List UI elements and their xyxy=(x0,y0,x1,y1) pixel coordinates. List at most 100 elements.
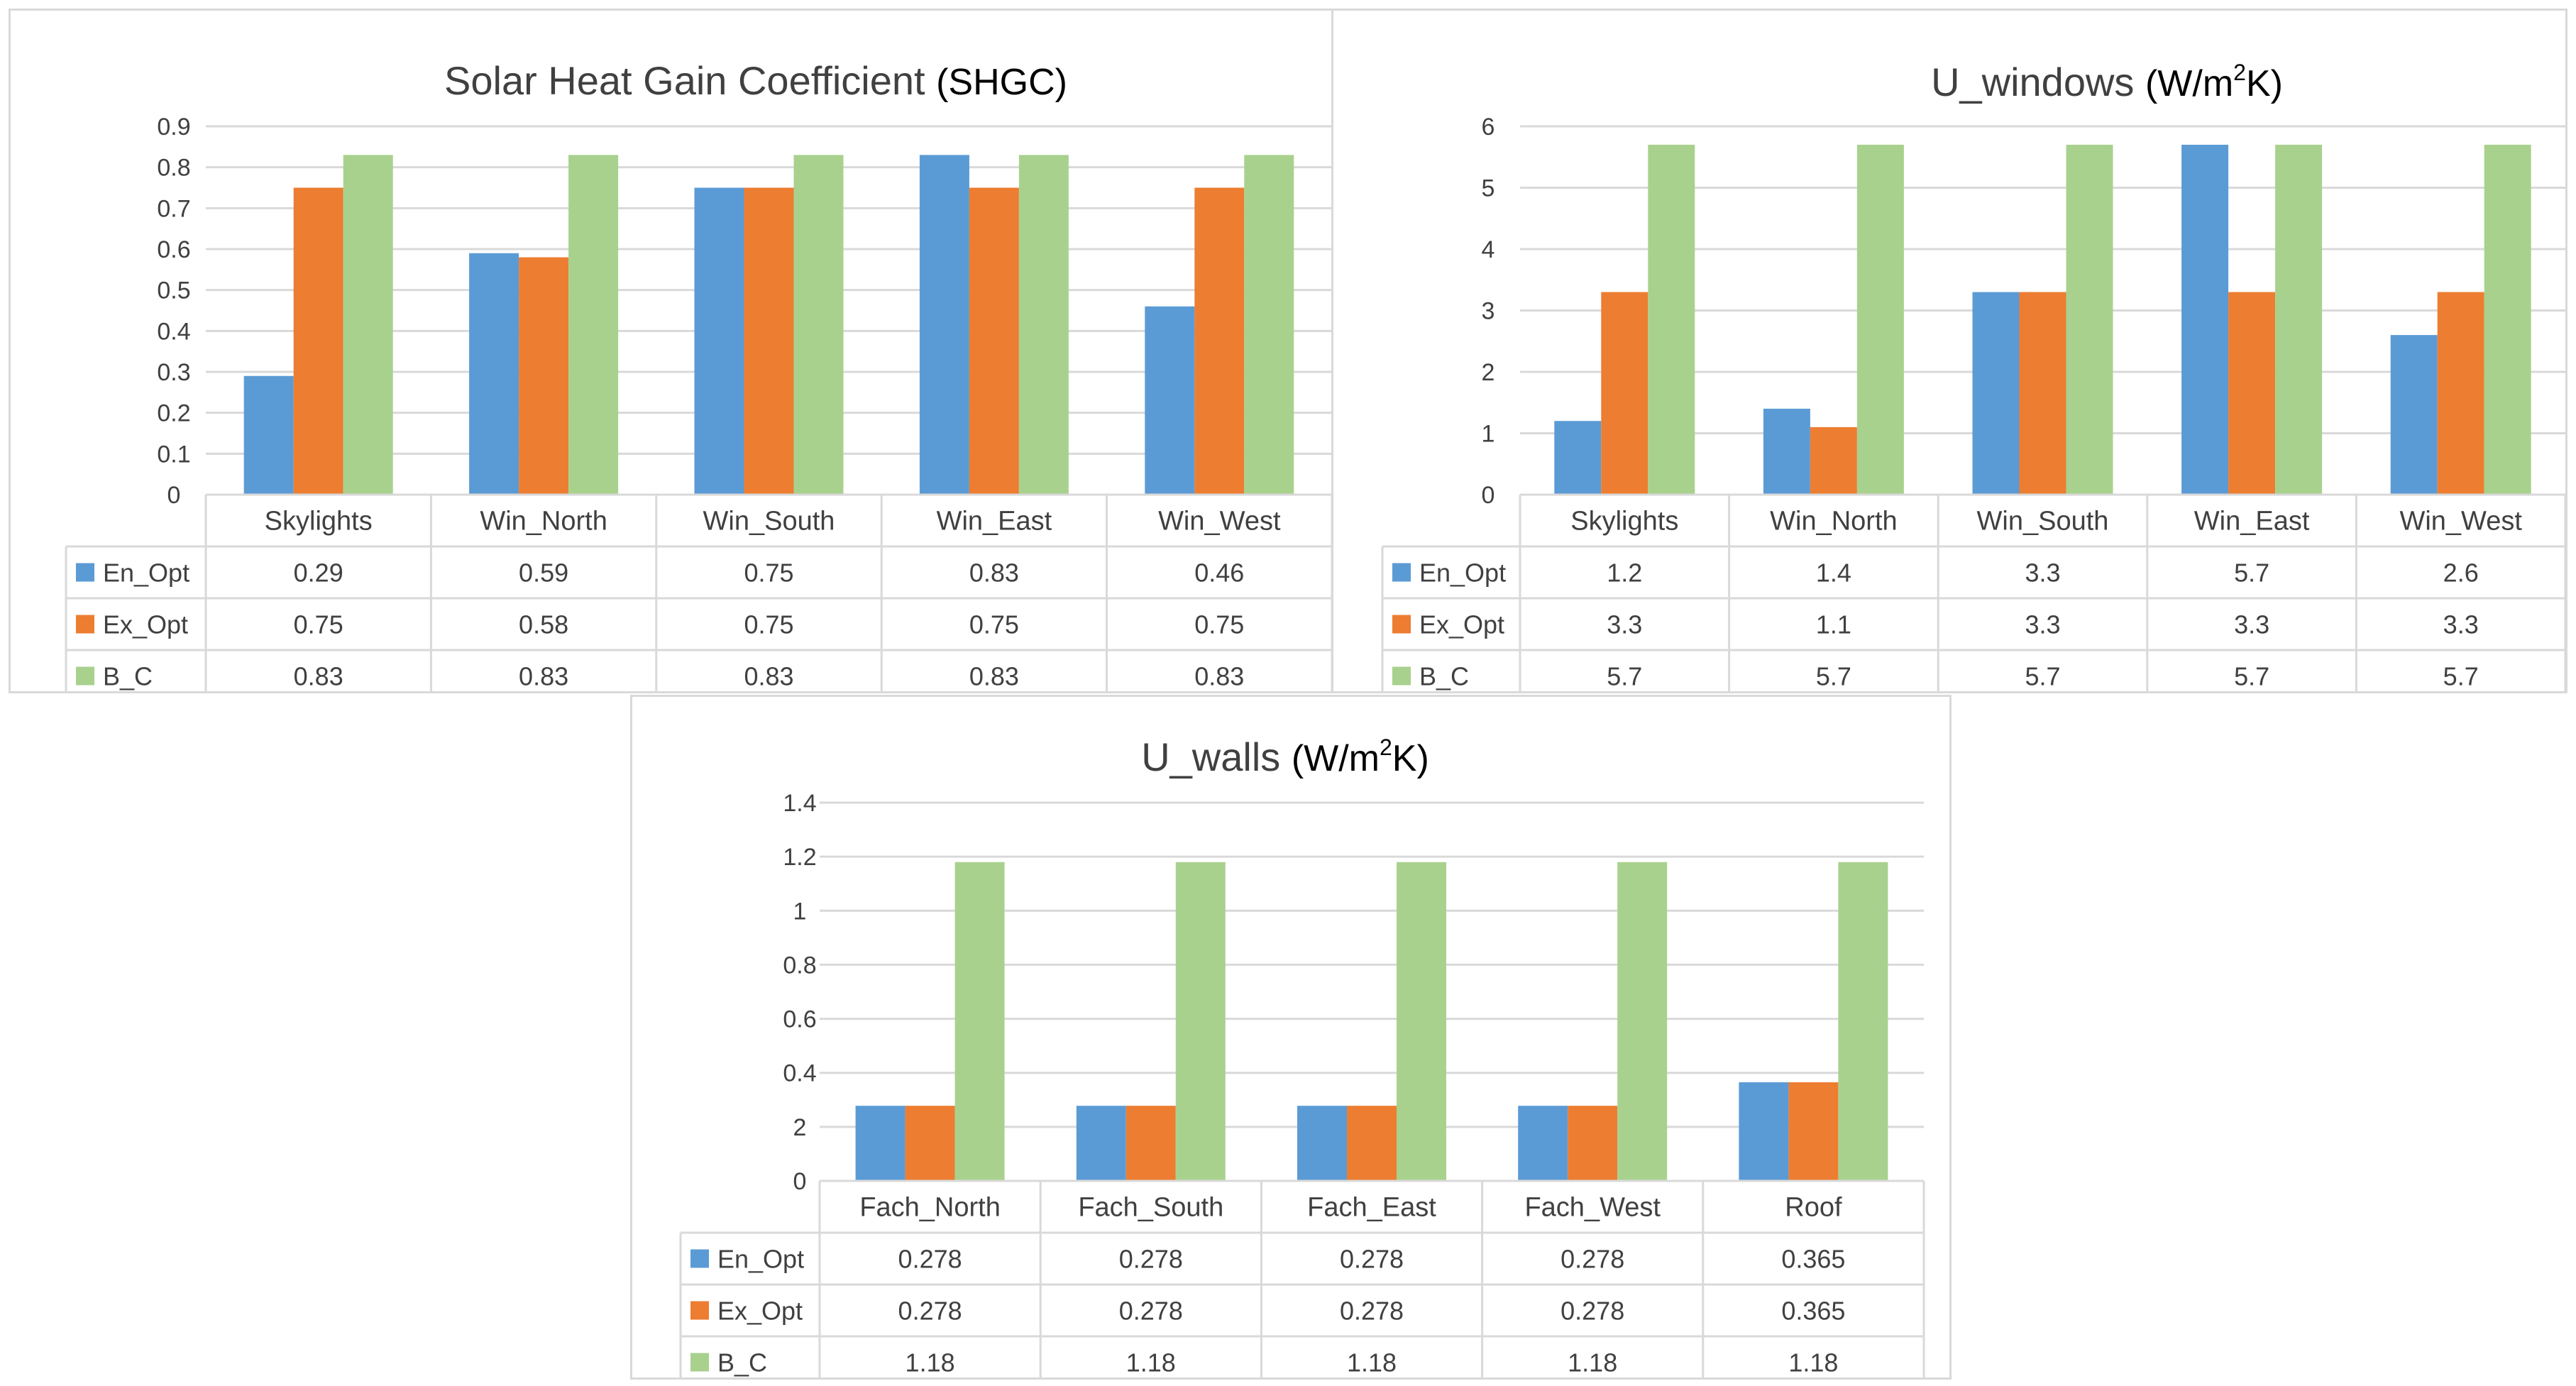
bar-ex-opt xyxy=(2019,292,2066,495)
legend-label: B_C xyxy=(103,662,153,691)
y-tick-label: 5 xyxy=(1482,175,1495,202)
chart-title-unit-superscript: 2 xyxy=(2233,60,2246,85)
table-cell-value: 0.75 xyxy=(1194,610,1244,639)
category-label: Win_West xyxy=(2399,507,2522,537)
bar-ex-opt xyxy=(905,1106,955,1181)
y-tick-label: 0.5 xyxy=(157,277,190,304)
category-label: Skylights xyxy=(265,507,373,537)
table-cell-value: 0.278 xyxy=(898,1245,962,1274)
legend-label: En_Opt xyxy=(103,559,189,588)
y-tick-label: 0.4 xyxy=(157,318,190,345)
legend-key-b-c xyxy=(1392,666,1411,686)
table-cell-value: 1.18 xyxy=(1347,1348,1397,1377)
y-tick-label: 1.4 xyxy=(783,790,816,817)
bar-en-opt xyxy=(469,253,519,495)
y-tick-label: 0.3 xyxy=(157,359,190,386)
u-walls-chart-panel: U_walls (W/m2K) 0 2 0.4 0.6 0.8 1 1.2 1.4 Fach_No… xyxy=(630,695,1952,1380)
table-cell-value: 5.7 xyxy=(2234,662,2269,691)
table-cell-value: 0.83 xyxy=(744,662,793,691)
y-tick-label: 0.8 xyxy=(157,155,190,182)
y-tick-label: 0.2 xyxy=(157,400,190,427)
table-cell-value: 0.278 xyxy=(1119,1245,1183,1274)
y-tick-label: 6 xyxy=(1482,114,1495,141)
shgc-chart-panel: Solar Heat Gain Coefficient (SHGC) 0 0.1 0.… xyxy=(9,9,1334,693)
bar-en-opt xyxy=(2181,144,2229,495)
legend-label: Ex_Opt xyxy=(1419,610,1504,639)
category-label: Fach_South xyxy=(1078,1193,1223,1223)
y-tick-label: 0 xyxy=(167,482,181,509)
table-cell-value: 0.59 xyxy=(519,559,568,588)
y-tick-label: 1 xyxy=(1482,421,1495,448)
table-cell-value: 1.18 xyxy=(906,1348,955,1377)
table-cell-value: 0.83 xyxy=(969,559,1019,588)
table-cell-value: 1.18 xyxy=(1126,1348,1176,1377)
table-cell-value: 0.46 xyxy=(1194,559,1244,588)
y-tick-label: 0.7 xyxy=(157,195,190,222)
y-tick-label: 4 xyxy=(1482,236,1495,263)
legend-key-ex-opt xyxy=(690,1301,709,1320)
category-label: Win_North xyxy=(1770,507,1898,537)
table-cell-value: 3.3 xyxy=(2025,559,2060,588)
chart-title-unit-suffix: K) xyxy=(2246,63,2283,104)
legend-label: B_C xyxy=(717,1348,767,1377)
table-cell-value: 5.7 xyxy=(2443,662,2479,691)
table-cell-value: 0.278 xyxy=(1561,1297,1624,1326)
table-cell-value: 3.3 xyxy=(2234,610,2269,639)
category-label: Win_West xyxy=(1158,507,1281,537)
bar-b-c xyxy=(2275,144,2323,495)
bar-en-opt xyxy=(1297,1106,1347,1181)
y-tick-label: 2 xyxy=(1482,359,1495,386)
legend-key-ex-opt xyxy=(1392,615,1411,634)
table-cell-value: 5.7 xyxy=(2025,662,2060,691)
table-cell-value: 0.29 xyxy=(294,559,343,588)
legend-key-en-opt xyxy=(690,1249,709,1268)
legend-key-ex-opt xyxy=(76,615,94,634)
bar-b-c xyxy=(1018,155,1069,495)
bar-b-c xyxy=(1244,155,1294,495)
legend-key-b-c xyxy=(76,666,94,686)
category-label: Win_East xyxy=(2194,507,2310,537)
bar-ex-opt xyxy=(1810,427,1857,495)
bar-b-c xyxy=(343,155,393,495)
category-label: Win_South xyxy=(1977,507,2109,537)
chart-title-text: U_walls xyxy=(1141,735,1292,779)
chart-title-unit-suffix: K) xyxy=(1392,738,1429,779)
chart-title-unit: (W/m xyxy=(1292,738,1380,779)
bar-ex-opt xyxy=(1194,187,1245,495)
table-cell-value: 0.75 xyxy=(744,559,793,588)
table-cell-value: 1.18 xyxy=(1788,1348,1838,1377)
table-cell-value: 0.83 xyxy=(969,662,1019,691)
legend-label: En_Opt xyxy=(1419,559,1506,588)
chart-title: U_windows (W/m2K) xyxy=(1931,60,2283,104)
table-cell-value: 1.1 xyxy=(1816,610,1851,639)
bar-en-opt xyxy=(1739,1082,1789,1181)
category-label: Fach_East xyxy=(1307,1193,1436,1223)
legend-key-en-opt xyxy=(1392,563,1411,582)
y-tick-label: 2 xyxy=(793,1114,807,1141)
bar-b-c xyxy=(1397,862,1446,1181)
bar-ex-opt xyxy=(2228,292,2276,495)
bar-en-opt xyxy=(1145,306,1195,495)
y-tick-label: 0.8 xyxy=(783,952,816,979)
bar-en-opt xyxy=(2390,335,2438,495)
category-label: Fach_North xyxy=(859,1193,1001,1223)
bar-en-opt xyxy=(1763,408,1810,495)
bar-ex-opt xyxy=(1568,1106,1618,1181)
bar-en-opt xyxy=(1076,1106,1126,1181)
legend-label: Ex_Opt xyxy=(717,1297,803,1326)
category-label: Win_North xyxy=(480,507,607,537)
bar-ex-opt xyxy=(969,187,1019,495)
table-cell-value: 0.75 xyxy=(294,610,343,639)
bar-en-opt xyxy=(694,187,744,495)
bar-en-opt xyxy=(243,375,294,495)
y-tick-label: 0.6 xyxy=(157,236,190,263)
y-tick-label: 0.9 xyxy=(157,114,190,141)
table-cell-value: 0.75 xyxy=(969,610,1019,639)
bar-b-c xyxy=(1617,862,1668,1181)
bar-b-c xyxy=(1856,144,1904,495)
table-cell-value: 2.6 xyxy=(2443,559,2479,588)
table-cell-value: 0.278 xyxy=(1561,1245,1624,1274)
legend-key-b-c xyxy=(690,1353,709,1372)
table-cell-value: 0.278 xyxy=(1340,1297,1404,1326)
